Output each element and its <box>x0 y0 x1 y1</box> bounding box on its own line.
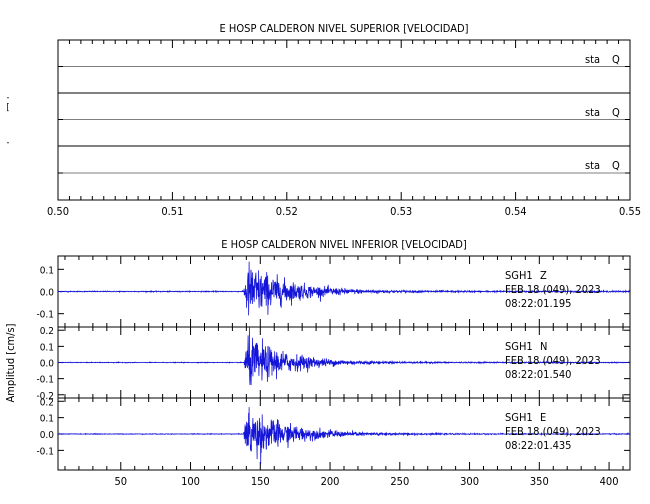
bottom-x-tick-label: 50 <box>114 475 127 488</box>
bottom-x-tick-label: 150 <box>251 475 270 488</box>
bottom-y-tick-label: 0.1 <box>40 342 54 353</box>
bottom-x-tick-label: 400 <box>600 475 619 488</box>
bottom-x-tick-label: 300 <box>460 475 479 488</box>
seismic-trace-Z <box>57 261 631 316</box>
top-panel-comp-label: Q <box>612 53 620 66</box>
trace-station-label: SGH1 <box>505 340 533 353</box>
top-x-tick-label: 0.50 <box>47 205 69 218</box>
top-panel-station-label: sta <box>585 53 600 66</box>
seismic-trace-N <box>57 326 631 386</box>
trace-station-label: SGH1 <box>505 269 533 282</box>
bottom-y-tick-label: 0.0 <box>40 288 55 299</box>
top-left-mark: - <box>7 138 10 148</box>
bottom-y-tick-label: 0.0 <box>40 359 55 370</box>
trace-date-label: FEB 18 (049), 2023 <box>505 283 601 296</box>
trace-component-label: N <box>540 340 547 353</box>
bottom-y-tick-label: 0.1 <box>40 265 54 276</box>
trace-date-label: FEB 18 (049), 2023 <box>505 425 601 438</box>
bottom-x-tick-label: 100 <box>181 475 200 488</box>
bottom-x-tick-label: 250 <box>390 475 409 488</box>
bottom-y-tick-label: 0.1 <box>40 414 54 425</box>
top-chart-title: E HOSP CALDERON NIVEL SUPERIOR [VELOCIDA… <box>220 22 469 35</box>
top-panel-station-label: sta <box>585 159 600 172</box>
seismic-trace-E <box>57 407 631 465</box>
bottom-y-tick-label: -0.1 <box>36 310 54 321</box>
trace-component-label: E <box>540 411 546 424</box>
y-axis-label: Amplitud [cm/s] <box>4 323 17 402</box>
trace-time-label: 08:22:01.435 <box>505 439 571 452</box>
top-left-mark: [ <box>6 103 9 113</box>
trace-date-label: FEB 18 (049), 2023 <box>505 354 601 367</box>
top-x-tick-label: 0.51 <box>161 205 183 218</box>
top-x-tick-label: 0.53 <box>390 205 412 218</box>
bottom-y-tick-label: 0.2 <box>40 326 54 337</box>
top-panel-comp-label: Q <box>612 106 620 119</box>
bottom-y-tick-label: -0.1 <box>36 446 54 457</box>
bottom-x-tick-label: 200 <box>321 475 340 488</box>
trace-component-label: Z <box>540 269 547 282</box>
trace-time-label: 08:22:01.195 <box>505 297 571 310</box>
trace-station-label: SGH1 <box>505 411 533 424</box>
top-x-tick-label: 0.54 <box>505 205 527 218</box>
top-x-tick-label: 0.55 <box>619 205 641 218</box>
top-left-mark: - <box>7 93 10 103</box>
bottom-y-tick-label: -0.1 <box>36 375 54 386</box>
top-x-tick-label: 0.52 <box>276 205 298 218</box>
bottom-y-tick-label: 0.2 <box>40 397 54 408</box>
trace-time-label: 08:22:01.540 <box>505 368 571 381</box>
bottom-y-tick-label: -0.2 <box>36 391 54 402</box>
top-panel-comp-label: Q <box>612 159 620 172</box>
bottom-x-tick-label: 350 <box>530 475 549 488</box>
bottom-y-tick-label: 0.0 <box>40 430 55 441</box>
bottom-chart-title: E HOSP CALDERON NIVEL INFERIOR [VELOCIDA… <box>221 238 467 251</box>
top-panel-station-label: sta <box>585 106 600 119</box>
